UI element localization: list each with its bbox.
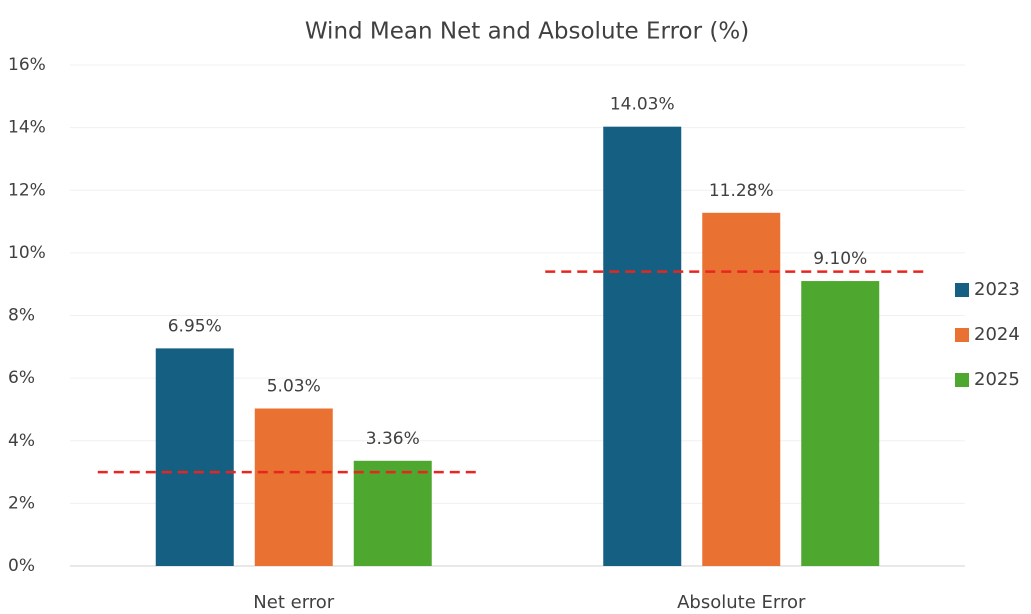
y-tick-label: 10%: [8, 243, 46, 263]
y-tick-label: 12%: [8, 180, 46, 200]
y-tick-label: 6%: [8, 368, 35, 388]
value-label: 9.10%: [813, 249, 867, 269]
y-tick-label: 14%: [8, 118, 46, 138]
bar: [155, 348, 234, 566]
value-label: 14.03%: [610, 95, 675, 115]
legend-swatch: [955, 328, 969, 342]
bar: [353, 460, 432, 566]
bar: [603, 126, 682, 567]
x-tick-label: Absolute Error: [677, 592, 806, 613]
bar: [254, 408, 333, 566]
legend-label: 2024: [974, 324, 1020, 345]
y-tick-label: 8%: [8, 306, 35, 326]
legend-swatch: [955, 373, 969, 387]
value-label: 6.95%: [168, 316, 222, 336]
y-tick-label: 4%: [8, 431, 35, 451]
value-label: 3.36%: [366, 429, 420, 449]
value-label: 5.03%: [267, 376, 321, 396]
bar: [801, 281, 880, 566]
value-label: 11.28%: [709, 181, 774, 201]
legend-label: 2025: [974, 369, 1020, 390]
y-tick-label: 2%: [8, 493, 35, 513]
y-tick-label: 0%: [8, 556, 35, 576]
bar: [702, 212, 781, 567]
x-tick-label: Net error: [253, 592, 334, 613]
legend-label: 2023: [974, 279, 1020, 300]
legend-swatch: [955, 283, 969, 297]
chart-title: Wind Mean Net and Absolute Error (%): [305, 19, 749, 45]
y-tick-label: 16%: [8, 55, 46, 75]
